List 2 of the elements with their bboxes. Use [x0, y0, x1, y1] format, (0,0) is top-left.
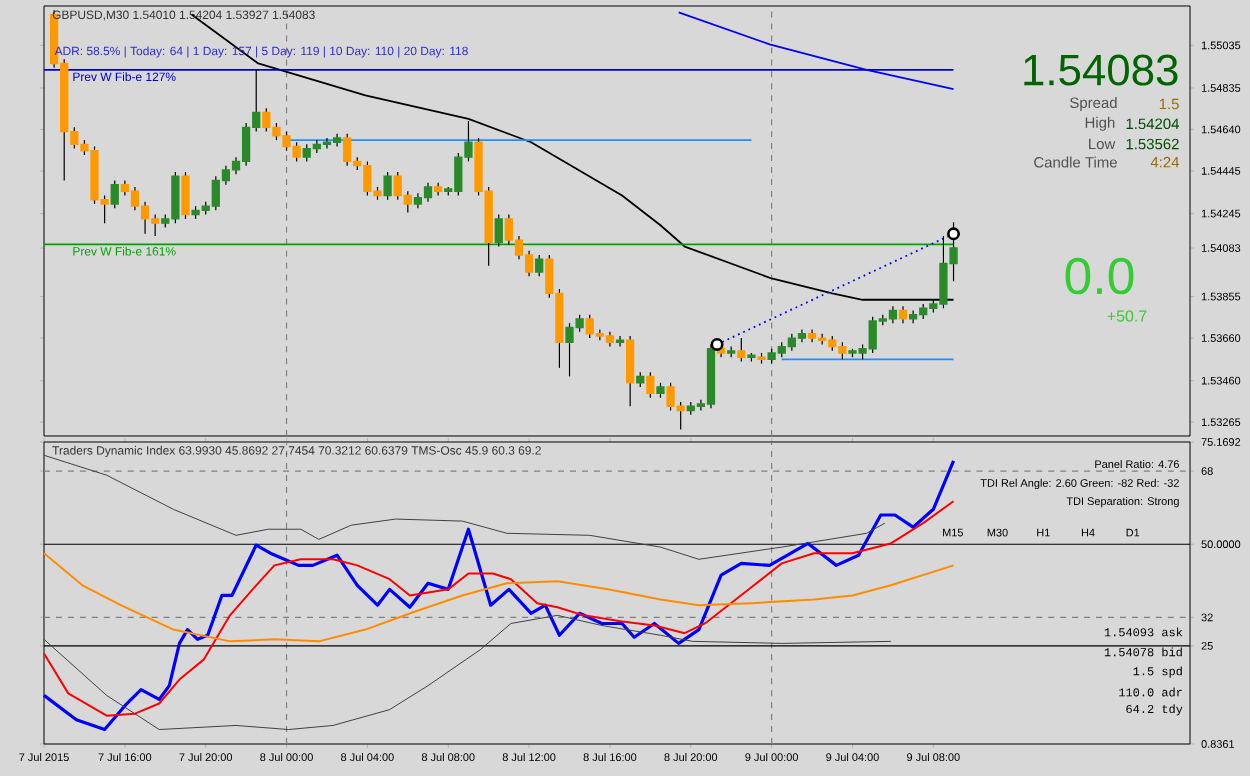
annotation: 1.54083	[1024, 54, 1178, 86]
annotation: 0.0	[1065, 257, 1134, 295]
